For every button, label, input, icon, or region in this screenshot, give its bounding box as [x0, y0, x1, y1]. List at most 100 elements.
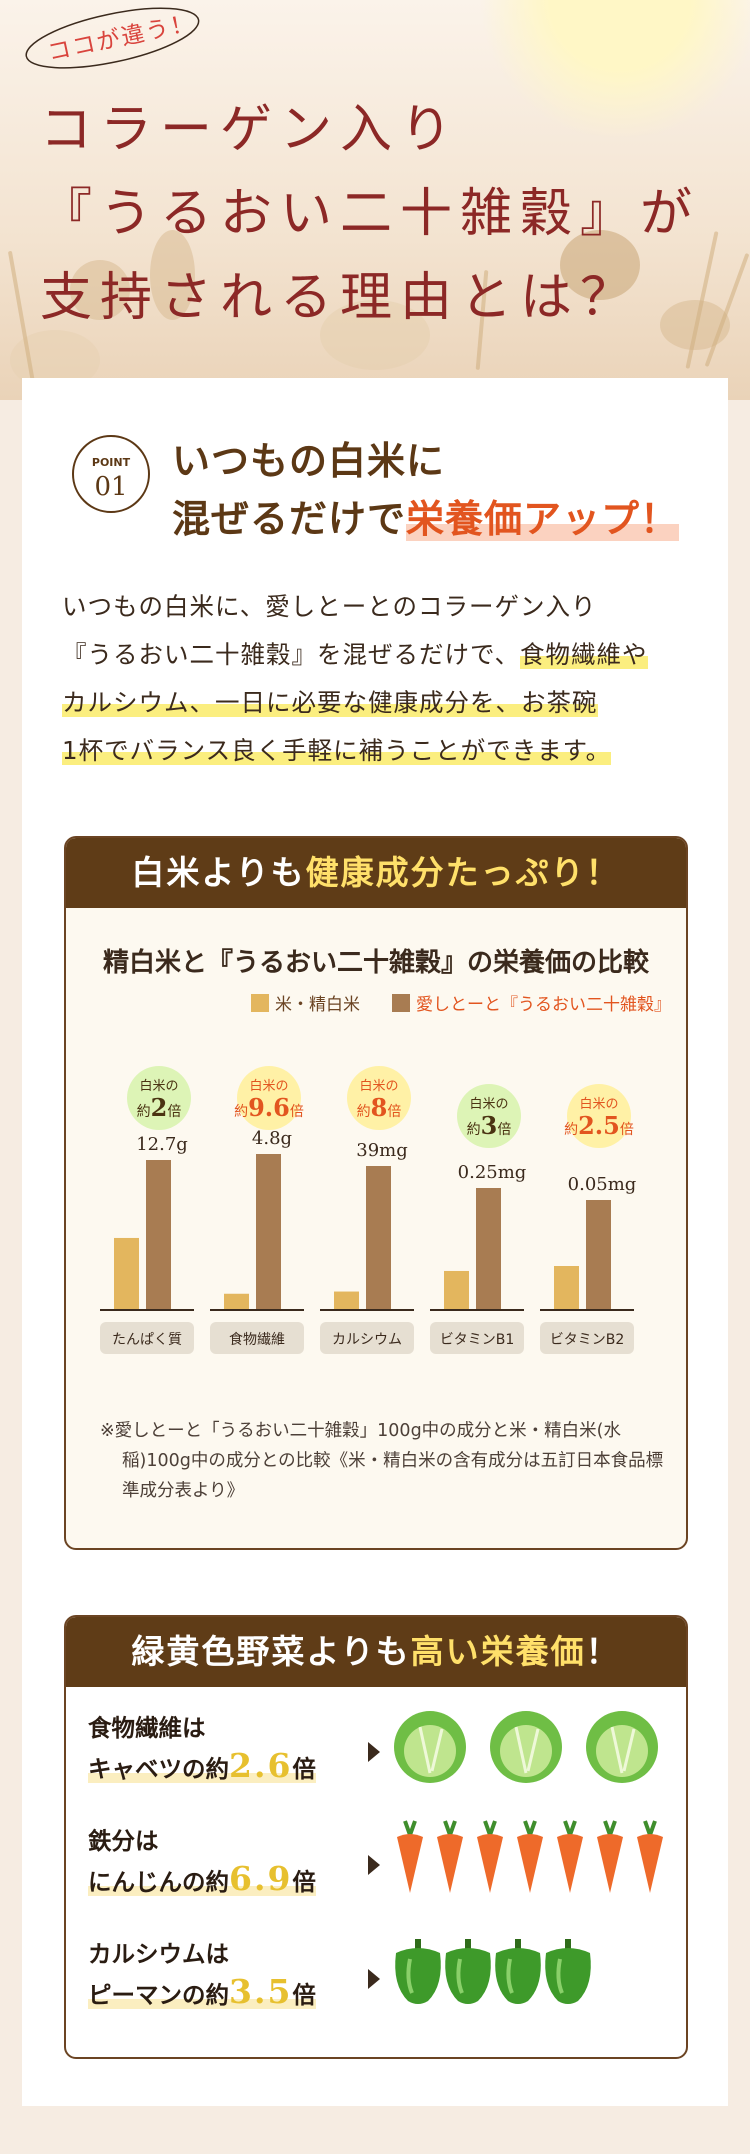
title-line-2: 『うるおい二十雑穀』が [40, 184, 701, 244]
bar-rice [334, 1291, 359, 1310]
pepper-icon [545, 1939, 591, 2004]
page-title: コラーゲン入り 『うるおい二十雑穀』が 支持される理由とは？ [40, 88, 720, 340]
category-label: カルシウム [332, 1332, 402, 1348]
category-label: たんぱく質 [112, 1332, 182, 1348]
category-pill [100, 1322, 194, 1354]
legend-product: 愛しとーと『うるおい二十雑穀』 [392, 990, 671, 1015]
point-title-line-1: いつもの白米に [172, 438, 446, 483]
ratio-badge-value: 約2倍 [137, 1093, 182, 1122]
bar-rice [444, 1270, 469, 1310]
header-yellow: 健康成分たっぷり！ [305, 853, 621, 892]
ratio-badge [127, 1066, 191, 1130]
bar-product [586, 1200, 611, 1310]
calcium-row-unit: 倍 [292, 1981, 316, 2009]
ratio-badge-top: 白米の [469, 1096, 508, 1112]
ratio-badge [237, 1066, 301, 1130]
ratio-badge-top: 白米の [139, 1078, 178, 1094]
pepper-icon [395, 1939, 441, 2004]
bar-product [476, 1188, 501, 1310]
ratio-badge-top: 白米の [249, 1078, 288, 1094]
point-title-highlight: 栄養価アップ！ [406, 496, 680, 541]
arrow-icon [368, 1969, 380, 1989]
pepper-row-icons [395, 1939, 591, 2004]
category-label: ビタミンB1 [440, 1332, 515, 1348]
legend-rice-label: 米・精白米 [275, 995, 360, 1015]
bar-product [366, 1166, 391, 1310]
iron-row-line2: にんじんの約 [88, 1868, 229, 1896]
calcium-row-number: 3.5 [229, 1972, 293, 2011]
legend-swatch-rice [251, 993, 269, 1012]
carrot-icon [637, 1820, 663, 1893]
carrot-row-icons [397, 1820, 663, 1893]
calcium-row-line2: ピーマンの約 [88, 1981, 229, 2009]
arrow-icon [368, 1742, 380, 1762]
legend-swatch-product [392, 993, 410, 1012]
nutrition-bar-chart: 白米の約2倍12.7gたんぱく質白米の約9.6倍4.8g食物繊維白米の約8倍39… [100, 1066, 637, 1354]
fiber-row-unit: 倍 [292, 1755, 316, 1783]
title-line-3: 支持される理由とは？ [40, 268, 641, 328]
ratio-badge [457, 1084, 521, 1148]
point-01-title: いつもの白米に 混ぜるだけで栄養価アップ！ [172, 432, 680, 548]
bar-value-label: 0.05mg [568, 1174, 637, 1195]
ratio-badge-value: 約8倍 [357, 1093, 402, 1122]
fiber-row: 食物繊維は キャベツの約2.6倍 [88, 1709, 316, 1788]
veg-header-yellow: 高い栄養価 [410, 1632, 586, 1671]
bar-value-label: 12.7g [136, 1134, 188, 1155]
chart-footnote: ※愛しとーと「うるおい二十雑穀」100g中の成分と米・精白米(水稲)100g中の… [100, 1421, 664, 1501]
ratio-badge-top: 白米の [359, 1078, 398, 1094]
legend-product-label: 愛しとーと『うるおい二十雑穀』 [416, 995, 671, 1015]
legend-rice: 米・精白米 [251, 990, 360, 1015]
title-line-1: コラーゲン入り [40, 100, 461, 160]
ratio-badge [347, 1066, 411, 1130]
category-pill [320, 1322, 414, 1354]
point-number: 01 [94, 472, 127, 502]
ratio-badge-value: 約2.5倍 [564, 1111, 634, 1140]
fiber-row-line1: 食物繊維は [88, 1714, 206, 1742]
ratio-badge-value: 約3倍 [467, 1111, 512, 1140]
carrot-icon [557, 1820, 583, 1893]
point-label: POINT [92, 456, 131, 469]
ratio-badge-top: 白米の [579, 1096, 618, 1112]
bar-rice [554, 1266, 579, 1310]
iron-row: 鉄分は にんじんの約6.9倍 [88, 1822, 316, 1901]
hero-banner [0, 0, 750, 400]
veg-header-end: ！ [585, 1632, 621, 1671]
iron-row-unit: 倍 [292, 1868, 316, 1896]
carrot-icon [517, 1820, 543, 1893]
cabbage-row-icons [394, 1711, 658, 1783]
carrot-icon [397, 1820, 423, 1893]
carrot-icon [477, 1820, 503, 1893]
point-title-prefix: 混ぜるだけで [172, 496, 407, 541]
calcium-row: カルシウムは ピーマンの約3.5倍 [88, 1935, 316, 2014]
category-label: 食物繊維 [229, 1331, 285, 1348]
bar-product [256, 1154, 281, 1310]
comparison-header: 白米よりも健康成分たっぷり！ [66, 838, 686, 908]
desc-line-4: 1杯でバランス良く手軽に補うことができます。 [62, 736, 612, 765]
category-label: ビタミンB2 [550, 1332, 625, 1348]
header-white: 白米よりも [131, 853, 306, 892]
point-01-badge: POINT 01 [70, 433, 152, 515]
category-pill [540, 1322, 634, 1354]
bar-value-label: 4.8g [252, 1128, 292, 1149]
ratio-badge-value: 約9.6倍 [234, 1093, 304, 1122]
bar-rice [224, 1293, 249, 1310]
desc-line-2a: 『うるおい二十雑穀』を混ぜるだけで、 [62, 640, 521, 669]
category-pill [210, 1322, 304, 1354]
arrow-icon [368, 1855, 380, 1875]
desc-line-1: いつもの白米に、愛しとーとのコラーゲン入り [62, 592, 597, 621]
cabbage-icon [394, 1711, 466, 1783]
pepper-icon [445, 1939, 491, 2004]
iron-row-line1: 鉄分は [88, 1827, 159, 1855]
cabbage-icon [586, 1711, 658, 1783]
vegetable-comparison-box: 緑黄色野菜よりも高い栄養価！ 食物繊維は キャベツの約2.6倍 鉄分は にんじん… [64, 1615, 688, 2059]
point-01-description: いつもの白米に、愛しとーとのコラーゲン入り 『うるおい二十雑穀』を混ぜるだけで、… [62, 583, 702, 775]
desc-line-3: カルシウム、一日に必要な健康成分を、お茶碗 [62, 688, 598, 717]
vegetable-header: 緑黄色野菜よりも高い栄養価！ [66, 1617, 686, 1687]
pepper-icon [495, 1939, 541, 2004]
bar-value-label: 39mg [356, 1140, 408, 1161]
ratio-badge [567, 1084, 631, 1148]
difference-badge: ココが違う！ [16, 0, 209, 85]
bar-rice [114, 1237, 139, 1310]
cabbage-icon [490, 1711, 562, 1783]
nutrition-comparison-box: 白米よりも健康成分たっぷり！ 精白米と『うるおい二十雑穀』の栄養価の比較 米・精… [64, 836, 688, 1550]
